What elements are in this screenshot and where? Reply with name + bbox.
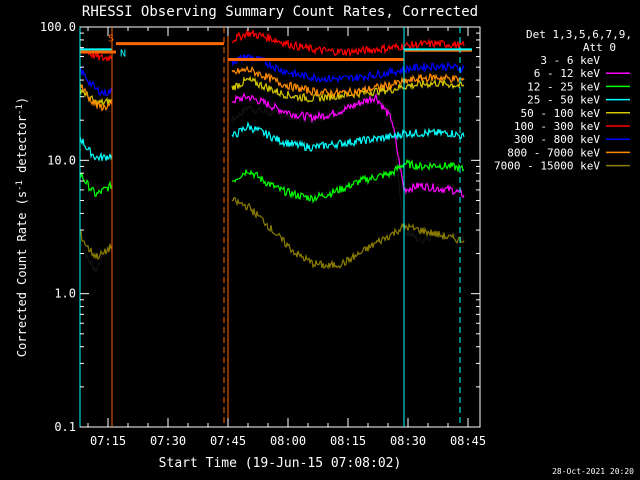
legend-title-detectors: Det 1,3,5,6,7,9, xyxy=(526,28,632,41)
series-line xyxy=(79,136,113,162)
y-tick-label: 10.0 xyxy=(47,153,76,167)
series-line xyxy=(231,65,465,98)
legend-label: 6 - 12 keV xyxy=(534,67,601,80)
footer-timestamp: 28-Oct-2021 20:20 xyxy=(552,467,634,476)
x-axis: 07:15 07:30 07:45 08:00 08:15 08:30 08:45 xyxy=(87,27,486,448)
series-line xyxy=(79,86,113,107)
legend-label: 7000 - 15000 keV xyxy=(494,160,600,173)
x-tick-label: 08:15 xyxy=(330,434,366,448)
series-line xyxy=(231,28,465,58)
x-tick-label: 08:00 xyxy=(270,434,306,448)
x-tick-label: 08:45 xyxy=(450,434,486,448)
series-line xyxy=(231,92,465,199)
chart-title: RHESSI Observing Summary Count Rates, Co… xyxy=(82,4,478,20)
x-tick-label: 07:30 xyxy=(150,434,186,448)
legend-label: 3 - 6 keV xyxy=(540,54,600,67)
y-axis-label-tail: detector xyxy=(15,115,29,180)
vline-layer xyxy=(79,27,461,427)
legend-label: 50 - 100 keV xyxy=(521,107,601,120)
y-axis: 0.1 1.0 10.0 100.0 xyxy=(40,20,480,434)
plot-frame xyxy=(79,26,481,428)
y-axis-label-sup-1: -1 xyxy=(15,180,25,191)
series-line xyxy=(79,67,113,97)
y-axis-label-sup-2: -1 xyxy=(15,104,25,115)
x-tick-label: 08:30 xyxy=(390,434,426,448)
x-tick-label: 07:15 xyxy=(90,434,126,448)
legend-title-attenuator: Att 0 xyxy=(583,41,616,54)
series-line xyxy=(79,82,113,112)
annotation-layer: SN xyxy=(108,33,126,59)
x-tick-label: 07:45 xyxy=(210,434,246,448)
series-line xyxy=(79,171,113,197)
legend-label: 100 - 300 keV xyxy=(514,120,600,133)
legend-label: 300 - 800 keV xyxy=(514,133,600,146)
series-layer xyxy=(79,28,472,273)
state-annotation: N xyxy=(120,49,126,60)
legend-label: 25 - 50 keV xyxy=(527,94,600,107)
legend-label: 800 - 7000 keV xyxy=(507,146,600,159)
series-line xyxy=(231,75,465,103)
y-axis-label-end: ) xyxy=(15,97,29,104)
x-axis-label: Start Time (19-Jun-15 07:08:02) xyxy=(159,456,402,471)
state-annotation: S xyxy=(108,33,114,44)
series-line xyxy=(231,91,465,245)
plot-area: SN xyxy=(79,26,481,428)
y-tick-label: 1.0 xyxy=(54,287,76,301)
series-line xyxy=(231,197,465,270)
legend-label: 12 - 25 keV xyxy=(527,80,600,93)
series-line xyxy=(79,230,113,261)
series-line xyxy=(231,158,465,204)
series-line xyxy=(231,53,465,84)
series-line xyxy=(231,121,465,152)
y-tick-label: 0.1 xyxy=(54,420,76,434)
y-axis-label: Corrected Count Rate (s-1 detector-1) xyxy=(15,97,29,357)
y-tick-label: 100.0 xyxy=(40,20,76,34)
y-axis-label-main: Corrected Count Rate (s xyxy=(15,191,29,357)
